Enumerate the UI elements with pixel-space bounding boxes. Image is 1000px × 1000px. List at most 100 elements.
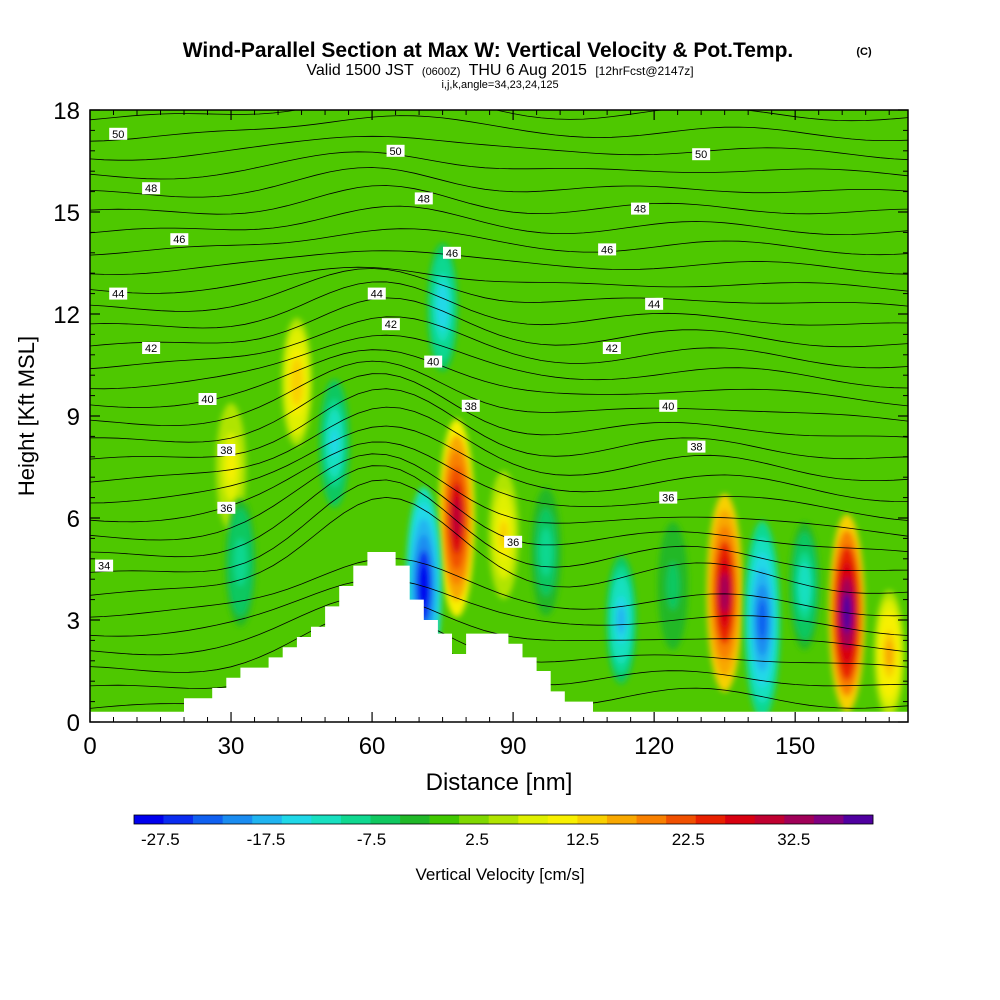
terrain [90,552,908,722]
velocity-cell-ring [668,572,678,600]
svg-text:38: 38 [690,442,702,454]
x-tick-label: 150 [775,733,815,760]
colorbar-swatch [695,815,726,824]
svg-text:42: 42 [385,319,397,331]
colorbar-swatch [281,815,312,824]
svg-text:44: 44 [371,289,383,301]
svg-text:42: 42 [145,343,157,355]
y-tick-label: 12 [53,302,80,329]
field-background [90,110,908,722]
colorbar-swatch [400,815,430,824]
theta-contour [90,115,908,142]
contour-label: 40 [198,393,217,406]
chart-subtitle: Valid 1500 JST (0600Z) THU 6 Aug 2015 [1… [306,62,693,79]
x-tick-label: 30 [218,733,245,760]
svg-text:50: 50 [389,146,401,158]
colorbar-swatch [163,815,194,824]
subtitle-date: THU 6 Aug 2015 [469,62,587,79]
colorbar-swatch [488,815,519,824]
colorbar-tick-label: -27.5 [141,830,180,849]
theta-contour [90,205,908,236]
velocity-cell [488,471,519,599]
contour-label: 50 [692,148,711,161]
contour-label: 44 [109,287,128,301]
svg-text:46: 46 [173,234,185,246]
contour-label: 44 [367,287,386,301]
contour-label: 34 [95,559,114,573]
colorbar-swatch [193,815,223,824]
colorbar-frame [133,814,874,825]
theta-contour [90,406,908,483]
velocity-cell [427,243,458,372]
subtitle-indices: i,j,k,angle=34,23,24,125 [441,79,558,91]
colorbar-swatch [252,815,283,824]
velocity-cell [225,498,256,627]
theta-contour [90,349,908,408]
colorbar-swatch [340,815,371,824]
theta-contour [90,185,908,215]
contour-label: 46 [170,233,189,246]
colorbar-swatch [518,815,549,824]
colorbar [133,814,874,825]
svg-text:38: 38 [220,445,232,457]
velocity-cell-ring [419,566,429,606]
colorbar-swatch [134,815,164,824]
velocity-field: 50 50 50 48 48 48 46 46 46 44 44 44 42 42 42 40 40 40 38 38… [90,110,908,722]
x-axis: 0 30 60 90 120 150 [83,110,890,760]
contour-label: 40 [424,355,443,369]
svg-text:42: 42 [606,343,618,355]
svg-text:48: 48 [634,204,646,216]
velocity-cell [606,556,637,684]
colorbar-swatch [636,815,667,824]
theta-contour [90,281,908,329]
contour-label: 50 [386,144,405,158]
velocity-cell-ring [236,548,245,577]
svg-text:50: 50 [112,129,124,141]
colorbar-swatch [666,815,696,824]
contour-label: 40 [659,399,678,413]
velocity-cell [531,488,562,616]
colorbar-swatch [606,815,637,824]
svg-text:36: 36 [507,537,519,549]
colorbar-swatch [222,815,253,824]
colorbar-swatch [843,815,874,824]
chart-title: Wind-Parallel Section at Max W: Vertical… [183,39,794,62]
svg-text:44: 44 [112,289,124,301]
colorbar-swatch [547,815,578,824]
colorbar-tick-label: -17.5 [247,830,286,849]
velocity-cell [874,590,905,718]
y-axis-label: Height [Kft MSL] [14,336,39,496]
theta-contour [90,453,908,541]
theta-contour [90,373,908,443]
subtitle-valid: Valid 1500 JST [306,62,414,79]
velocity-cell-ring [757,600,767,640]
x-tick-label: 90 [500,733,527,760]
colorbar-tick-label: 32.5 [777,830,810,849]
colorbar-swatch [577,815,608,824]
theta-contour [90,465,908,558]
colorbar-swatch [725,815,756,824]
colorbar-swatch [429,815,460,824]
velocity-cell-ring [885,640,894,668]
velocity-cell [281,318,312,446]
velocity-cell-ring [226,453,236,481]
contour-label: 42 [142,342,161,355]
x-tick-label: 0 [83,733,96,760]
velocity-cell-ring [719,572,730,613]
contour-label: 42 [381,318,400,331]
theta-contour [90,425,908,504]
colorbar-tick-label: -7.5 [357,830,386,849]
colorbar-swatch [370,815,401,824]
colorbar-swatch [754,815,785,824]
theta-contour [90,151,908,180]
theta-contour [90,266,908,294]
svg-text:44: 44 [648,299,660,311]
velocity-cell [319,379,350,508]
y-tick-label: 9 [67,404,80,431]
contour-label: 38 [687,440,706,454]
theta-contour [90,334,908,390]
theta-contour [90,479,908,573]
velocity-cell [657,522,688,650]
